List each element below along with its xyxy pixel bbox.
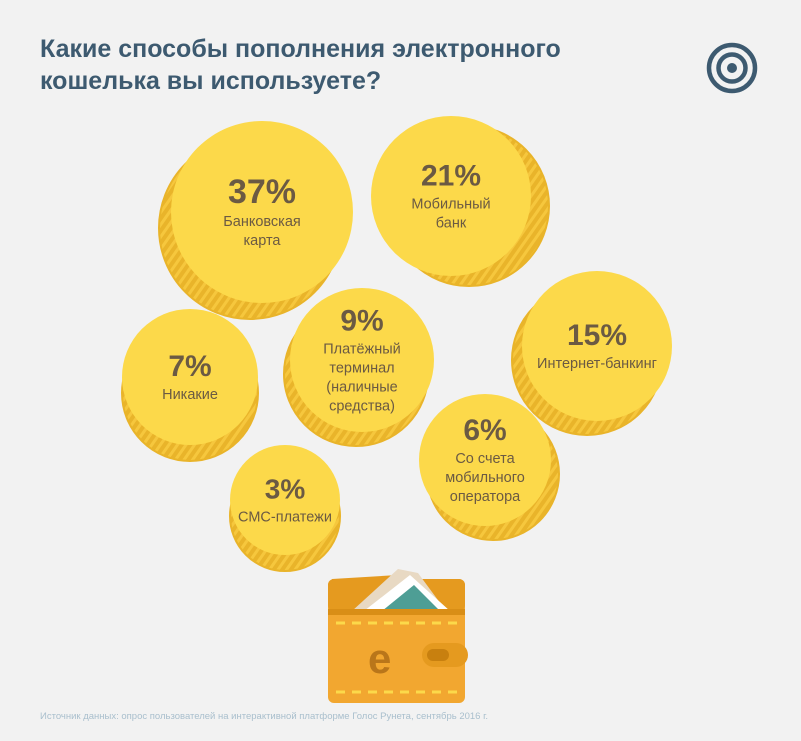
coin-category-label: Никакие: [162, 387, 218, 403]
coin-face: [171, 121, 353, 303]
coin-face: [122, 309, 258, 445]
currency-symbol: е: [368, 635, 391, 682]
coin-category-label: средства): [329, 399, 395, 415]
source-note: Источник данных: опрос пользователей на …: [40, 711, 489, 722]
coin-category-label: карта: [243, 233, 281, 249]
coin-percent-label: 15%: [567, 319, 627, 352]
coin-percent-label: 7%: [168, 350, 211, 383]
coin-category-label: мобильного: [445, 470, 525, 486]
coin-category-label: терминал: [329, 361, 394, 377]
coin-face: [419, 394, 551, 526]
title-line-2: кошелька вы используете?: [40, 67, 382, 95]
coin-category-label: Мобильный: [411, 197, 490, 213]
coin-payment-terminal: 9% Платёжный терминал (наличные средства): [283, 288, 434, 447]
coin-category-label: оператора: [450, 489, 521, 505]
coin-percent-label: 3%: [265, 473, 306, 504]
coin-percent-label: 37%: [228, 173, 296, 211]
coin-category-label: Интернет-банкинг: [537, 356, 657, 372]
coin-face: [371, 116, 531, 276]
coin-category-label: банк: [436, 216, 467, 232]
coin-percent-label: 9%: [340, 305, 383, 338]
coin-face: [290, 288, 434, 432]
coin-face: [230, 445, 340, 555]
coin-category-label: Платёжный: [323, 342, 401, 358]
coin-category-label: Банковская: [223, 214, 301, 230]
coin-category-label: СМС-платежи: [238, 509, 332, 525]
coin-percent-label: 21%: [421, 160, 481, 193]
coin-mobile-bank: 21% Мобильный банк: [371, 116, 550, 287]
coin-bank-card: 37% Банковская карта: [158, 121, 353, 320]
coin-category-label: (наличные: [326, 380, 398, 396]
coin-internet-banking: 15% Интернет-банкинг: [511, 271, 672, 436]
page-title: Какие способы пополнения электронного ко…: [40, 33, 561, 97]
coin-percent-label: 6%: [463, 414, 506, 447]
coin-category-label: Со счета: [455, 451, 515, 467]
coin-none: 7% Никакие: [121, 309, 259, 462]
coin-sms-payments: 3% СМС-платежи: [229, 445, 341, 572]
coin-mobile-operator: 6% Со счета мобильного оператора: [419, 394, 560, 541]
concentric-circles-icon: [706, 42, 758, 94]
coin-face: [522, 271, 672, 421]
title-line-1: Какие способы пополнения электронного: [40, 35, 561, 63]
wallet-icon: е: [328, 569, 468, 703]
